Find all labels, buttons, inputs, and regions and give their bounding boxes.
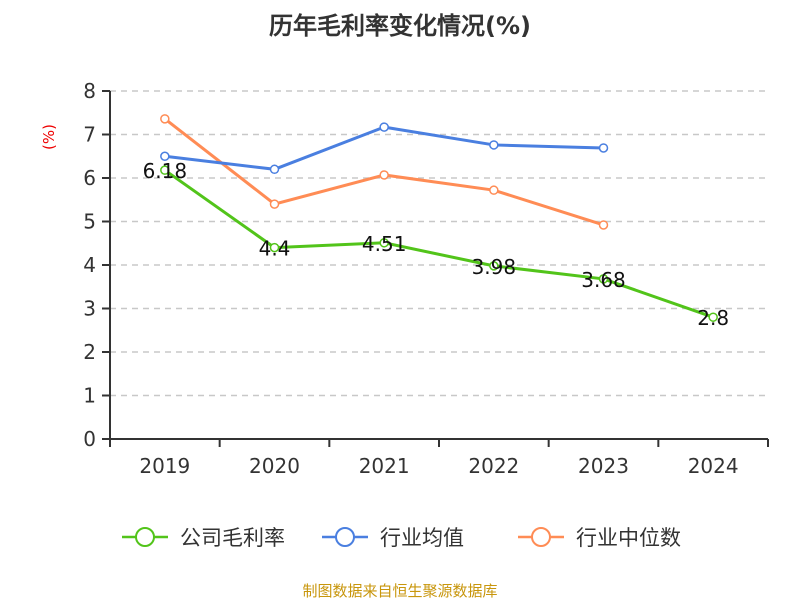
data-point [379,170,389,180]
data-point [269,164,280,175]
data-point [160,151,170,161]
legend-label: 行业均值 [380,526,464,550]
data-point [708,312,718,322]
y-tick-label: 0 [83,427,96,451]
chart-title: 历年毛利率变化情况(%) [269,12,531,40]
series-line [164,125,604,171]
legend-marker [335,527,355,547]
data-point [598,143,609,153]
series-line [163,168,714,319]
x-tick-label: 2020 [249,454,300,478]
legend-label: 公司毛利率 [180,526,285,550]
x-tick-label: 2021 [359,454,410,478]
data-point [489,185,499,195]
y-tick-label: 8 [83,79,96,103]
data-point [379,238,389,248]
source-note: 制图数据来自恒生聚源数据库 [302,582,498,600]
data-point [598,220,609,230]
y-tick-label: 4 [83,253,96,277]
data-label: 4.4 [259,237,291,261]
data-label: 2.8 [697,306,729,330]
x-tick-label: 2024 [688,454,739,478]
data-point [160,165,170,175]
data-point [269,199,280,209]
data-label: 4.51 [362,232,407,256]
data-label: 3.68 [581,268,626,292]
data-point [489,140,499,150]
x-tick-label: 2023 [578,454,629,478]
x-tick-label: 2022 [468,454,519,478]
y-tick-label: 1 [83,384,96,408]
data-label: 6.18 [143,159,188,183]
x-tick-label: 2019 [139,454,190,478]
legend-marker [531,527,551,547]
data-point [269,242,280,253]
data-label: 3.98 [472,255,517,279]
y-tick-label: 2 [83,340,96,364]
y-tick-label: 6 [83,166,96,190]
y-tick-label: 5 [83,210,96,234]
data-point [160,114,170,124]
data-point [379,122,389,132]
data-point [489,261,499,271]
legend-label: 行业中位数 [576,526,681,550]
y-tick-label: 7 [83,123,96,147]
data-point [598,274,609,284]
y-tick-label: 3 [83,297,96,321]
legend-marker [135,527,155,547]
